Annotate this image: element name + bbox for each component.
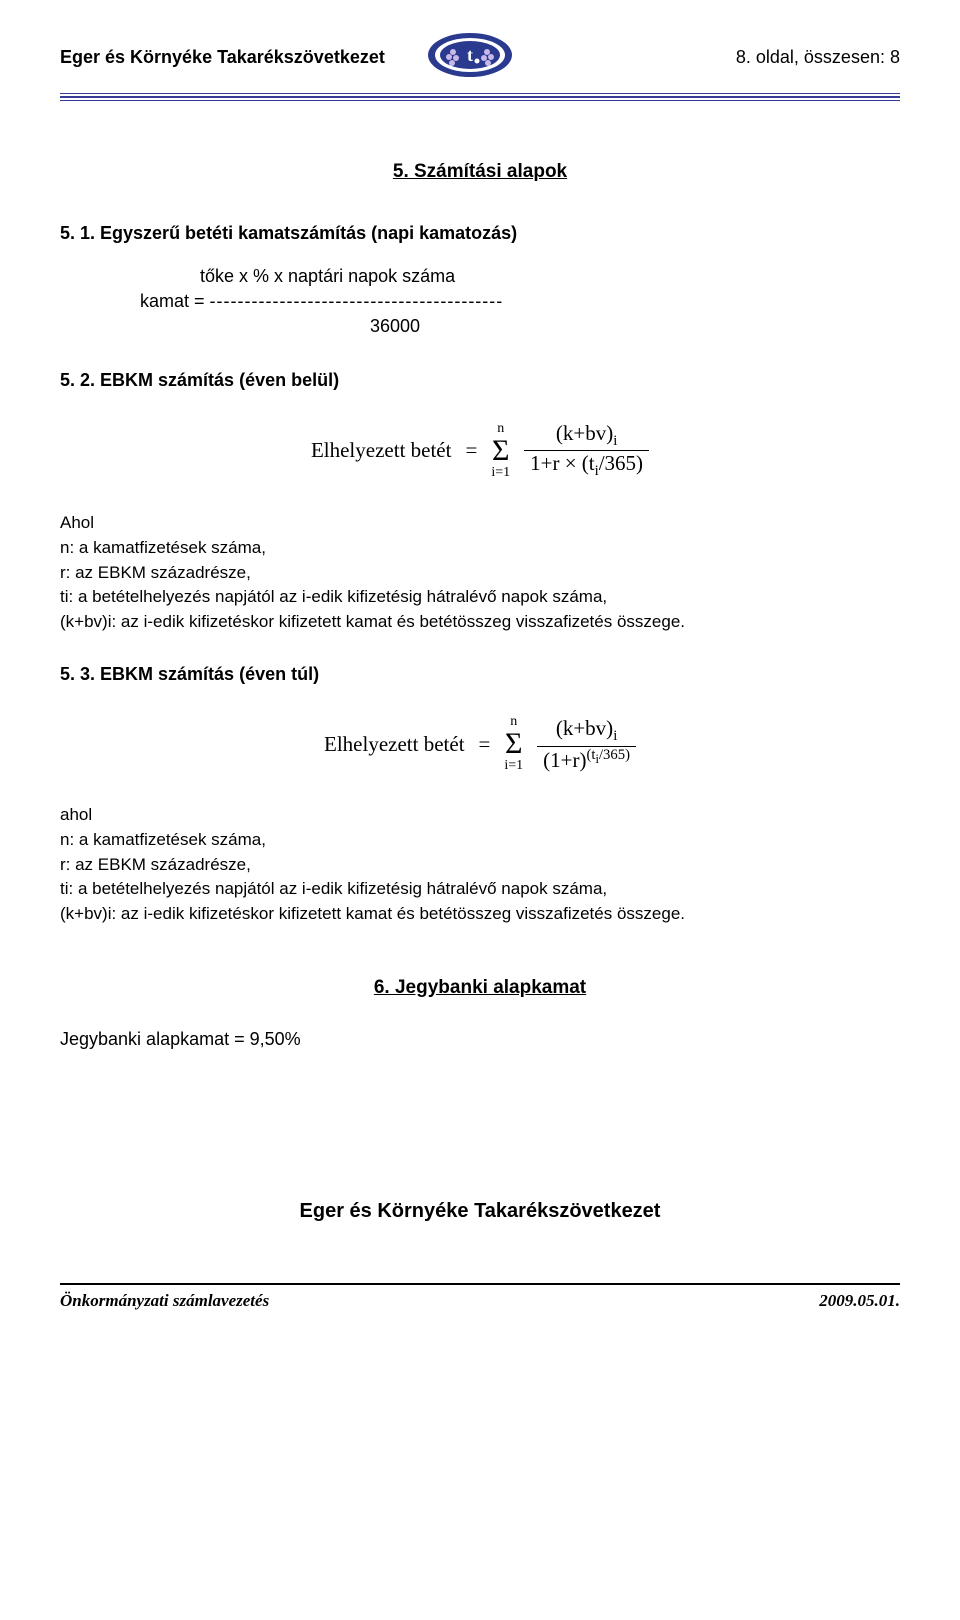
footer-right: 2009.05.01. — [819, 1291, 900, 1311]
formula-numerator: tőke x % x naptári napok száma — [200, 264, 455, 289]
section51-title: 5. 1. Egyszerű betéti kamatszámítás (nap… — [60, 223, 900, 244]
section53-title: 5. 3. EBKM számítás (éven túl) — [60, 664, 900, 685]
formula-dashes: ----------------------------------------… — [210, 289, 504, 314]
section6-value: Jegybanki alapkamat = 9,50% — [60, 1029, 900, 1050]
header-rule — [60, 93, 900, 101]
f52-sigma: n Σ i=1 — [491, 422, 510, 480]
f52-frac: (k+bv)i 1+r × (ti/365) — [524, 421, 649, 482]
logo: t — [425, 30, 515, 85]
section52-desc: Ahol n: a kamatfizetések száma, r: az EB… — [60, 511, 900, 634]
simple-interest-formula: tőke x % x naptári napok száma kamat = -… — [140, 264, 900, 340]
header-page-info: 8. oldal, összesen: 8 — [736, 47, 900, 68]
ebkm-formula-2: Elhelyezett betét = n Σ i=1 (k+bv)i (1+r… — [60, 715, 900, 773]
section53-desc: ahol n: a kamatfizetések száma, r: az EB… — [60, 803, 900, 926]
section52-title: 5. 2. EBKM számítás (éven belül) — [60, 370, 900, 391]
f53-frac: (k+bv)i (1+r)(ti/365) — [537, 716, 636, 773]
f53-sigma: n Σ i=1 — [504, 715, 523, 773]
f53-lhs: Elhelyezett betét — [324, 732, 465, 757]
page-header: Eger és Környéke Takarékszövetkezet t 8.… — [60, 30, 900, 85]
footer-org: Eger és Környéke Takarékszövetkezet — [60, 1200, 900, 1223]
svg-text:t: t — [467, 45, 473, 65]
formula-lhs: kamat = — [140, 291, 210, 311]
section6-title: 6. Jegybanki alapkamat — [60, 977, 900, 999]
f52-lhs: Elhelyezett betét — [311, 438, 452, 463]
header-org: Eger és Környéke Takarékszövetkezet — [60, 47, 385, 68]
section5-title: 5. Számítási alapok — [60, 161, 900, 183]
f53-eq: = — [479, 732, 491, 757]
ebkm-formula-1: Elhelyezett betét = n Σ i=1 (k+bv)i 1+r … — [60, 421, 900, 482]
f52-eq: = — [465, 438, 477, 463]
footer-left: Önkormányzati számlavezetés — [60, 1291, 269, 1311]
formula-denominator: 36000 — [370, 314, 420, 339]
footer-row: Önkormányzati számlavezetés 2009.05.01. — [60, 1285, 900, 1311]
